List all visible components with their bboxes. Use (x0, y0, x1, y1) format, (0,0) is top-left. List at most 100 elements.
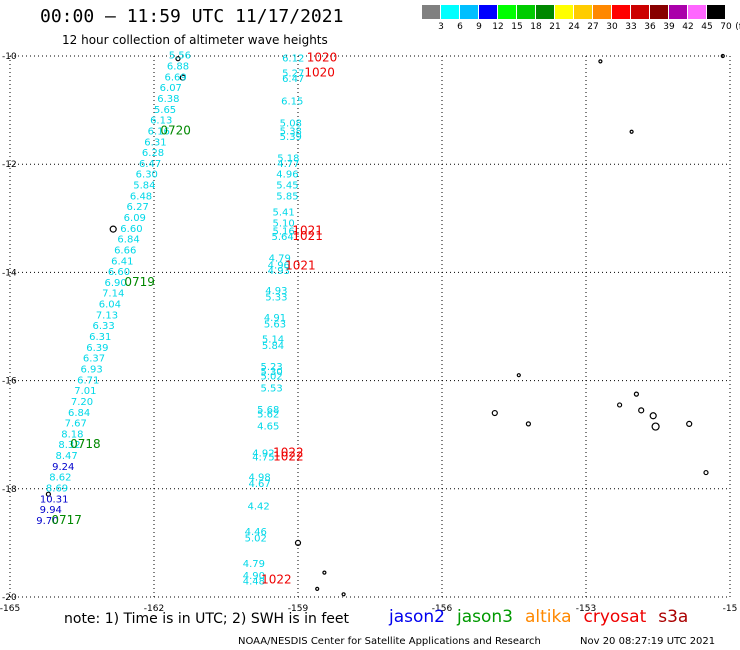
island-outline (315, 586, 320, 591)
swh-label: 5.65 (154, 105, 176, 116)
swh-label: 6.13 (150, 116, 172, 127)
swh-label: 7.14 (102, 289, 124, 300)
lat-label: -14 (2, 268, 17, 278)
legend-tick: 42 (682, 22, 694, 32)
island-outline (649, 412, 657, 420)
swh-label: 6.28 (142, 148, 164, 159)
time-label: 0720 (160, 123, 191, 137)
swh-label: 5.16 (272, 227, 294, 238)
swh-label: 5.41 (272, 208, 294, 219)
swh-label: 7.13 (96, 310, 118, 321)
island-outline (45, 491, 52, 497)
swh-label: 5.30 (260, 367, 282, 378)
swh-label: 10.31 (40, 494, 69, 505)
swh-label: 6.09 (124, 213, 146, 224)
lat-label: -18 (2, 485, 17, 495)
swh-label: 6.04 (99, 300, 121, 311)
swh-label: 9.70 (36, 516, 58, 527)
legend-tick: 30 (606, 22, 618, 32)
lon-label: -162 (144, 604, 164, 614)
island-outline (525, 421, 532, 427)
legend-swatch (555, 5, 573, 19)
legend-swatch (650, 5, 668, 19)
legend-tick: 3 (438, 22, 444, 32)
swh-label: 5.85 (276, 191, 298, 202)
satellite-name-altika: altika (525, 607, 572, 627)
legend-swatch (517, 5, 535, 19)
island-outline (322, 570, 327, 575)
legend-tick: 27 (587, 22, 599, 32)
legend-swatch (460, 5, 478, 19)
swh-label: 4.75 (252, 453, 274, 464)
satellite-name-jason2: jason2 (389, 607, 445, 627)
legend-swatch (631, 5, 649, 19)
island-outline (629, 129, 634, 134)
swh-label: 4.46 (245, 527, 267, 538)
island-outline (341, 592, 346, 597)
legend-swatch (479, 5, 497, 19)
swh-label: 6.84 (68, 408, 90, 419)
legend-tick: 21 (549, 22, 561, 32)
time-label: 0719 (124, 275, 155, 289)
legend-tick: 45 (701, 22, 713, 32)
swh-label: 6.27 (127, 202, 149, 213)
lon-label: -165 (0, 604, 20, 614)
time-label: 1021 (292, 224, 323, 238)
page-title: 00:00 — 11:59 UTC 11/17/2021 (40, 6, 344, 27)
island-outline (638, 407, 645, 414)
swh-label: 6.69 (164, 72, 186, 83)
swh-label: 5.02 (245, 533, 267, 544)
swh-label: 5.14 (262, 335, 284, 346)
swh-label: 5.10 (272, 218, 294, 229)
swh-label: 6.33 (92, 321, 114, 332)
legend-tick: 9 (476, 22, 482, 32)
island-outline (633, 391, 640, 397)
swh-label: 6.38 (157, 94, 179, 105)
swh-label: 4.96 (268, 261, 290, 272)
swh-label: 5.62 (257, 409, 279, 420)
legend-swatch (574, 5, 592, 19)
legend-swatch (612, 5, 630, 19)
swh-label: 5.45 (276, 181, 298, 192)
swh-label: 6.16 (148, 126, 170, 137)
swh-label: 6.60 (120, 224, 142, 235)
swh-label: 7.20 (71, 397, 93, 408)
island-outline (598, 59, 603, 64)
island-outline (109, 225, 117, 233)
legend-tick: 33 (625, 22, 637, 32)
swh-label: 6.07 (160, 83, 182, 94)
island-outline (516, 373, 521, 378)
island-outline (179, 74, 186, 81)
swh-label: 7.67 (65, 419, 87, 430)
satellite-legend: jason2 jason3 altika cryosat s3a (389, 607, 700, 627)
swh-label: 6.47 (282, 74, 304, 85)
lon-label: -159 (288, 604, 309, 614)
swh-label: 8.18 (61, 429, 83, 440)
satellite-name-jason3: jason3 (457, 607, 513, 627)
legend-swatch (422, 5, 440, 19)
lon-label: -153 (576, 604, 596, 614)
swh-label: 6.37 (83, 354, 105, 365)
swh-label: 5.64 (272, 232, 294, 243)
satellite-name-cryosat: cryosat (583, 607, 647, 627)
swh-label: 4.48 (243, 577, 265, 588)
swh-label: 6.90 (104, 278, 126, 289)
footer-credit: NOAA/NESDIS Center for Satellite Applica… (238, 636, 541, 647)
lat-label: -20 (2, 593, 17, 603)
island-outline (703, 469, 709, 476)
swh-label: 4.90 (243, 571, 265, 582)
swh-label: 5.68 (257, 405, 279, 416)
swh-label: 8.47 (56, 451, 78, 462)
legend-tick: 12 (492, 22, 504, 32)
swh-label: 6.31 (144, 137, 166, 148)
lat-label: -16 (2, 377, 17, 387)
island-outline (294, 539, 302, 547)
swh-label: 8.62 (49, 473, 71, 484)
swh-label: 8.69 (46, 484, 68, 495)
footer-note: note: 1) Time is in UTC; 2) SWH is in fe… (64, 611, 350, 627)
swh-label: 6.47 (139, 159, 161, 170)
swh-label: 4.92 (252, 448, 274, 459)
swh-label: 6.39 (86, 343, 108, 354)
swh-label: 6.93 (80, 364, 102, 375)
